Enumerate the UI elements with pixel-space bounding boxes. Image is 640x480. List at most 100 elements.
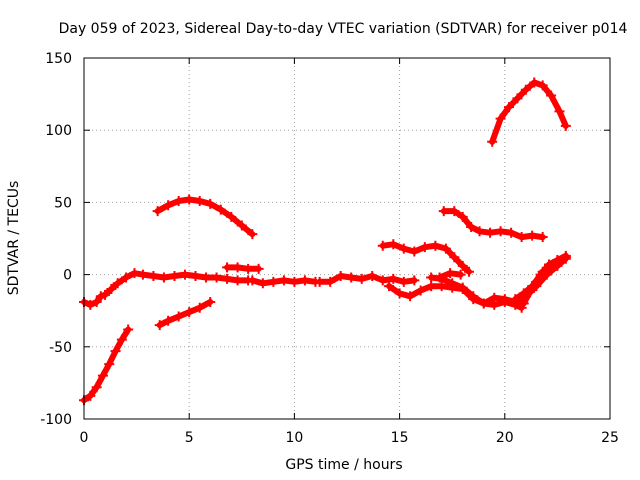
data-point <box>537 80 548 91</box>
y-tick-label: 100 <box>45 123 72 139</box>
data-point <box>222 262 233 273</box>
data-point <box>560 120 571 131</box>
x-axis-label: GPS time / hours <box>285 457 402 473</box>
data-point <box>179 269 190 280</box>
data-point <box>247 229 258 240</box>
data-point <box>419 242 430 253</box>
data-point <box>510 294 521 305</box>
data-point <box>104 359 115 370</box>
y-tick-label: 50 <box>54 195 72 211</box>
data-point <box>506 227 517 238</box>
data-point <box>388 273 399 284</box>
data-point <box>184 194 195 205</box>
y-axis-label: SDTVAR / TECUs <box>6 181 22 296</box>
data-point <box>121 272 132 283</box>
data-point <box>169 271 180 282</box>
data-point <box>489 299 500 310</box>
data-point <box>377 240 388 251</box>
data-point <box>426 281 437 292</box>
axis-ticks: 0 5 10 15 20 25 -100 -50 0 50 100 150 <box>40 51 619 446</box>
data-point <box>495 226 506 237</box>
data-point <box>426 272 437 283</box>
x-tick-label: 5 <box>185 430 194 446</box>
data-point <box>438 206 449 217</box>
data-point <box>335 271 346 282</box>
data-point <box>560 250 571 261</box>
data-point <box>194 195 205 206</box>
series-line <box>154 196 256 238</box>
plot-frame <box>83 57 611 420</box>
data-point <box>434 272 445 283</box>
series-arc-8 <box>377 239 475 277</box>
series-arc-10 <box>426 272 527 313</box>
data-point <box>516 232 527 243</box>
data-point <box>388 239 399 250</box>
x-tick-label: 20 <box>496 430 514 446</box>
data-point <box>100 289 111 300</box>
data-point <box>409 275 420 286</box>
data-point <box>173 311 184 322</box>
data-point <box>512 93 523 104</box>
data-point <box>226 211 237 222</box>
data-point <box>543 260 554 271</box>
series-arc-13 <box>487 77 571 147</box>
x-tick-label: 15 <box>391 430 409 446</box>
data-point <box>457 211 468 222</box>
data-point <box>415 285 426 296</box>
series-arc-6 <box>247 275 321 289</box>
data-point <box>152 206 163 217</box>
data-point <box>163 200 174 211</box>
data-point <box>85 299 96 310</box>
data-point <box>163 315 174 326</box>
data-point <box>112 278 123 289</box>
y-tick-label: 150 <box>45 51 72 67</box>
data-point <box>525 286 536 297</box>
data-point <box>409 246 420 257</box>
data-point <box>110 346 121 357</box>
data-point <box>552 255 563 266</box>
series-arc-2 <box>79 268 254 310</box>
data-point <box>478 298 489 309</box>
data-point <box>529 77 540 88</box>
data-point <box>215 204 226 215</box>
data-point <box>123 324 134 335</box>
data-point <box>440 243 451 254</box>
data-point <box>346 272 357 283</box>
data-point <box>325 276 336 287</box>
data-point <box>173 195 184 206</box>
y-tick-label: -50 <box>49 340 72 356</box>
data-point <box>205 198 216 209</box>
data-point <box>299 275 310 286</box>
data-point <box>430 240 441 251</box>
data-point <box>158 272 169 283</box>
data-point <box>232 262 243 273</box>
series-arc-7 <box>314 271 420 287</box>
data-point <box>367 271 378 282</box>
data-point <box>518 298 529 309</box>
series-arc-1 <box>79 324 134 406</box>
data-point <box>205 297 216 308</box>
data-point <box>253 263 264 274</box>
series-arc-3 <box>154 297 216 331</box>
data-point <box>405 291 416 302</box>
series-line <box>81 326 132 404</box>
data-point <box>116 334 127 345</box>
data-point <box>457 282 468 293</box>
data-point <box>398 243 409 254</box>
series-line <box>224 264 262 272</box>
data-point <box>546 90 557 101</box>
data-point <box>554 106 565 117</box>
data-point <box>106 284 117 295</box>
series-line <box>428 274 525 311</box>
data-point <box>190 271 201 282</box>
series-arc-4 <box>152 194 258 240</box>
data-point <box>466 221 477 232</box>
data-point <box>384 281 395 292</box>
data-point <box>243 263 254 274</box>
data-point <box>377 275 388 286</box>
data-point <box>474 226 485 237</box>
data-point <box>527 230 538 241</box>
y-tick-label: 0 <box>63 268 72 284</box>
data-point <box>449 206 460 217</box>
